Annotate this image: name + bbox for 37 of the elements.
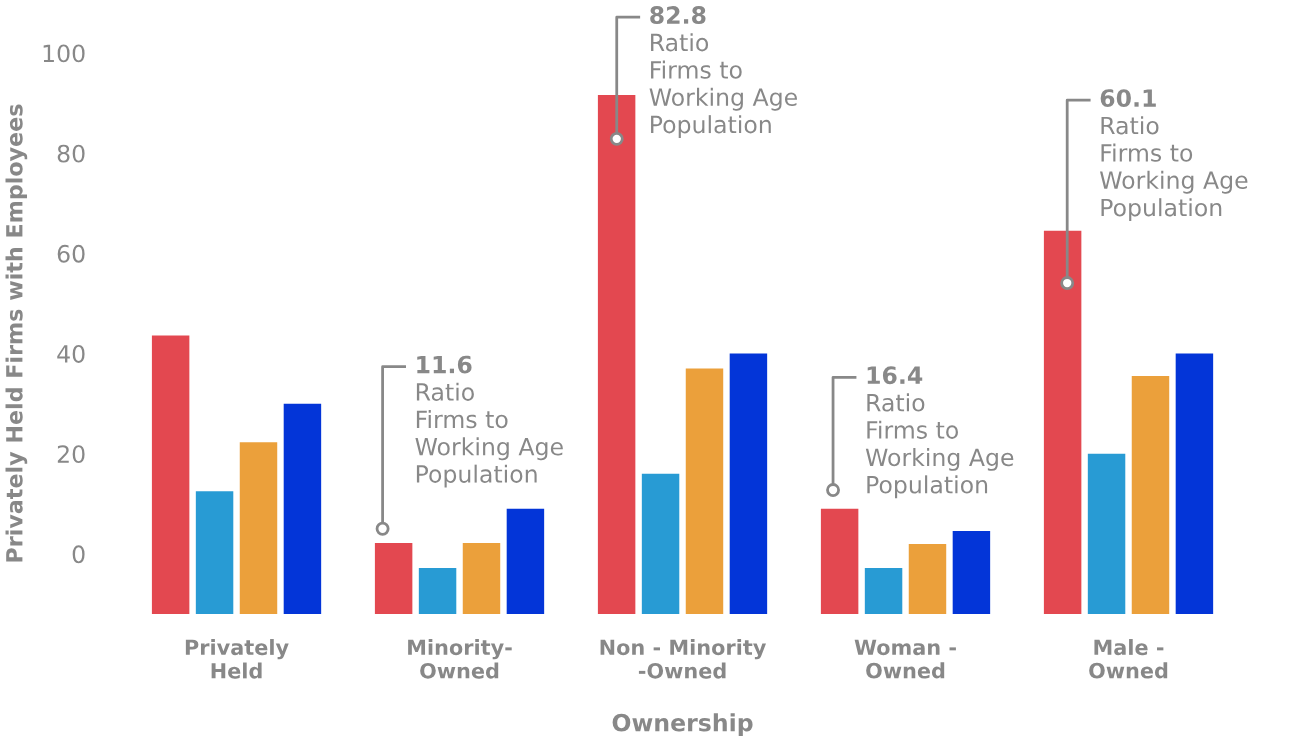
bar: [1043, 230, 1082, 615]
bar: [283, 403, 322, 615]
x-tick-label: Minority- Owned: [408, 639, 512, 679]
bar: [1131, 376, 1170, 615]
x-axis-title: Ownership: [612, 713, 753, 737]
bar: [952, 530, 991, 615]
x-tick-label: Male - Owned: [1089, 639, 1168, 679]
bar: [239, 442, 278, 615]
bar: [195, 491, 234, 615]
annotation: 16.4 Ratio Firms to Working Age Population: [865, 366, 1014, 499]
bar: [597, 95, 636, 615]
bar: [820, 508, 859, 615]
x-tick-label: Non - Minority -Owned: [600, 639, 766, 679]
bar: [506, 508, 545, 615]
bar: [685, 368, 724, 615]
y-axis-title: Privately Held Firms with Employees: [5, 104, 28, 562]
bar: [462, 542, 501, 615]
y-tick-label: 60: [57, 244, 85, 263]
bar: [908, 543, 947, 615]
bar: [1175, 353, 1214, 615]
bar: [1087, 453, 1126, 615]
bar: [864, 567, 903, 615]
y-tick-label: 80: [57, 144, 85, 163]
y-tick-label: 20: [57, 445, 85, 464]
y-tick-label: 100: [43, 44, 85, 63]
bar: [641, 473, 680, 615]
x-tick-label: Woman - Owned: [854, 639, 956, 679]
bar: [151, 335, 190, 615]
annotation: 11.6 Ratio Firms to Working Age Population: [415, 355, 563, 488]
bar: [729, 353, 768, 615]
annotation: 82.8 Ratio Firms to Working Age Population: [649, 6, 797, 138]
y-tick-label: 0: [72, 545, 85, 564]
bar: [418, 567, 457, 615]
y-tick-label: 40: [57, 345, 85, 363]
x-tick-label: Privately Held: [185, 639, 289, 679]
bar: [374, 542, 413, 615]
annotation: 60.1 Ratio Firms to Working Age Population: [1099, 89, 1248, 222]
